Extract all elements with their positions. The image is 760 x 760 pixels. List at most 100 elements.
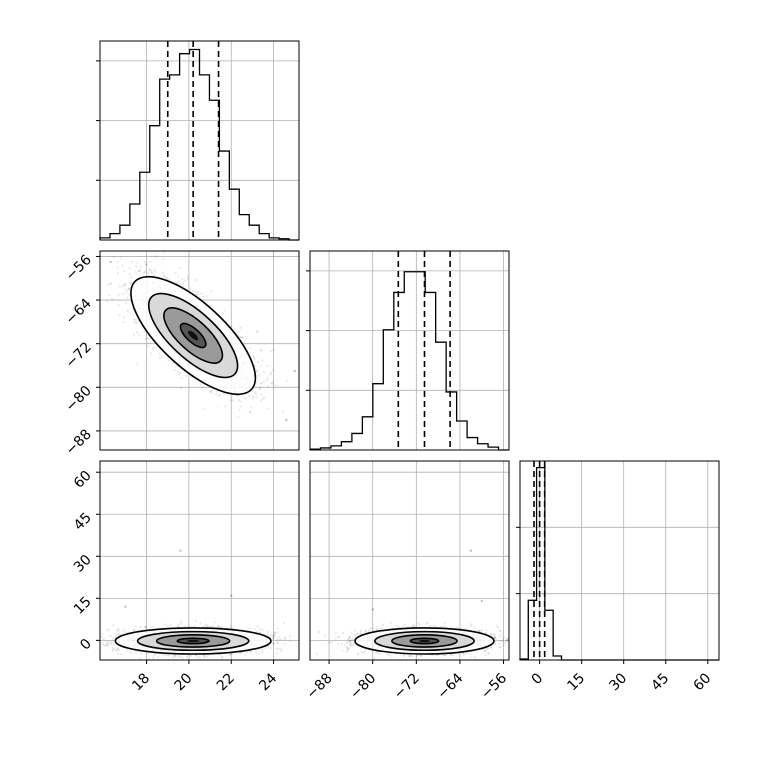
p1-vs-p0-sample-point [260, 382, 263, 385]
p2-vs-p0-sample-point [305, 630, 307, 632]
p2-vs-p0-sample-point [212, 625, 215, 628]
p1-vs-p0-sample-point [251, 390, 254, 393]
p2-vs-p0-sample-point [276, 641, 279, 644]
p1-vs-p0-sample-point [260, 349, 263, 352]
p2-vs-p0-sample-point [245, 651, 249, 654]
p1-vs-p0-sample-point [223, 309, 226, 312]
p2-vs-p0-sample-point [116, 629, 119, 632]
p1-vs-p0-ytick-label: −72 [63, 339, 95, 371]
p1-vs-p0-sample-point [200, 388, 203, 391]
p1-vs-p0-ytick-label: −88 [63, 426, 95, 458]
p1-vs-p0-sample-point [259, 349, 263, 352]
p2-vs-p0-sample-point [105, 644, 108, 647]
p2-vs-p0-sample-point [228, 653, 232, 657]
p2-vs-p0-sample-point [115, 649, 118, 652]
p1-vs-p0-sample-point [193, 290, 197, 293]
p1-vs-p0-sample-point [259, 365, 262, 368]
p1-vs-p0-sample-point [162, 271, 165, 274]
p1-vs-p0-sample-point [234, 328, 237, 331]
p1-vs-p0-sample-point [131, 260, 134, 263]
p2-vs-p0-sample-point [220, 656, 224, 659]
p2-vs-p0-sample-point [271, 635, 275, 639]
p2-vs-p0-sample-point [151, 625, 155, 628]
p1-vs-p0-sample-point [281, 410, 285, 413]
p2-vs-p0-sample-point [254, 650, 258, 654]
p1-vs-p0-sample-point [142, 272, 145, 275]
p2-vs-p0-sample-point [249, 650, 253, 653]
p1-vs-p0-sample-point [259, 399, 263, 402]
p1-vs-p0-sample-point [166, 278, 169, 281]
p2-vs-p0-sample-point [248, 650, 252, 653]
p1-vs-p0-sample-point [202, 295, 205, 298]
p1-vs-p0-sample-point [144, 263, 147, 266]
p1-vs-p0-sample-point [133, 317, 136, 321]
p2-vs-p0-sample-point [272, 642, 275, 645]
p1-vs-p0-sample-point [139, 265, 142, 268]
p1-vs-p0-sample-point [252, 395, 255, 398]
p2-vs-p0-sample-point [260, 648, 263, 651]
p2-vs-p0-sample-point [267, 630, 270, 633]
p2-vs-p0-sample-point [144, 625, 147, 629]
p1-vs-p0-sample-point [108, 294, 111, 297]
p1-vs-p0-sample-point [272, 348, 275, 352]
p1-vs-p0-sample-point [271, 382, 274, 386]
p1-vs-p0-sample-point [221, 312, 224, 316]
p1-vs-p0-sample-point [262, 398, 265, 401]
p1-vs-p0-sample-point [164, 276, 167, 279]
p1-vs-p0-sample-point [143, 330, 146, 333]
p1-vs-p0-marks [96, 243, 296, 422]
p2-vs-p0-sample-point [277, 631, 280, 634]
p2-vs-p0-sample-point [177, 655, 181, 658]
p1-vs-p0-sample-point [239, 336, 243, 339]
p2-vs-p0-sample-point [139, 652, 143, 655]
p2-vs-p0-sample-point [230, 653, 234, 656]
p1-vs-p0-sample-point [128, 243, 130, 245]
p2-vs-p0-sample-point [261, 651, 264, 654]
p1-vs-p0-sample-point [145, 263, 148, 266]
p2-vs-p0-sample-point [283, 642, 286, 646]
p2-vs-p0-sample-point [181, 656, 185, 659]
p1-vs-p0-sample-point [148, 269, 151, 272]
p2-vs-p0-sample-point [273, 631, 276, 634]
p2-vs-p0-sample-point [277, 638, 280, 641]
p2-vs-p0-sample-point [118, 649, 121, 652]
p1-vs-p0-sample-point [130, 281, 133, 284]
hist-2-frame [519, 460, 720, 661]
hist-2-xtick-label: 45 [648, 670, 672, 694]
p1-vs-p0-sample-point [255, 370, 259, 373]
p1-vs-p0-sample-point [241, 336, 244, 339]
p2-vs-p0-sample-point [106, 628, 109, 631]
p1-vs-p0-sample-point [199, 383, 203, 386]
p1-vs-p0-sample-point [158, 356, 162, 359]
p1-vs-p0-sample-point [124, 283, 127, 286]
p1-vs-p0-sample-point [254, 392, 258, 396]
p2-vs-p0-sample-point [248, 626, 251, 630]
p1-vs-p0-sample-point [245, 336, 248, 339]
p1-vs-p0-sample-point [252, 355, 255, 358]
p1-vs-p0-sample-point [256, 360, 260, 364]
p1-vs-p0-sample-point [239, 400, 242, 403]
p2-vs-p0-sample-point [95, 633, 97, 635]
p1-vs-p0-sample-point [126, 291, 129, 294]
p1-vs-p0-sample-point [179, 387, 182, 390]
p1-vs-p0-sample-point [143, 260, 146, 264]
p2-vs-p0-sample-point [269, 633, 272, 637]
p1-vs-p0-sample-point [255, 396, 258, 399]
p1-vs-p0-sample-point [176, 248, 178, 250]
p2-vs-p0-sample-point [139, 625, 142, 628]
p1-vs-p0-sample-point [215, 390, 219, 393]
p1-vs-p0-sample-point [180, 377, 183, 380]
p2-vs-p0-sample-point [111, 649, 114, 652]
p2-vs-p0-sample-point [274, 631, 277, 634]
p2-vs-p0-sample-point [283, 638, 286, 641]
p1-vs-p0-sample-point [210, 290, 213, 293]
p1-vs-p0-sample-point [191, 289, 194, 292]
p1-vs-p0-sample-point [253, 358, 256, 361]
p1-vs-p0-sample-point [126, 296, 129, 299]
p1-vs-p0-sample-point [96, 308, 98, 310]
p1-vs-p0-sample-point [119, 256, 122, 259]
p1-vs-p0-sample-point [158, 352, 161, 355]
hist-1-steps [309, 271, 509, 451]
p2-vs-p0-sample-point [203, 656, 206, 659]
p1-vs-p0-sample-point [117, 303, 120, 307]
